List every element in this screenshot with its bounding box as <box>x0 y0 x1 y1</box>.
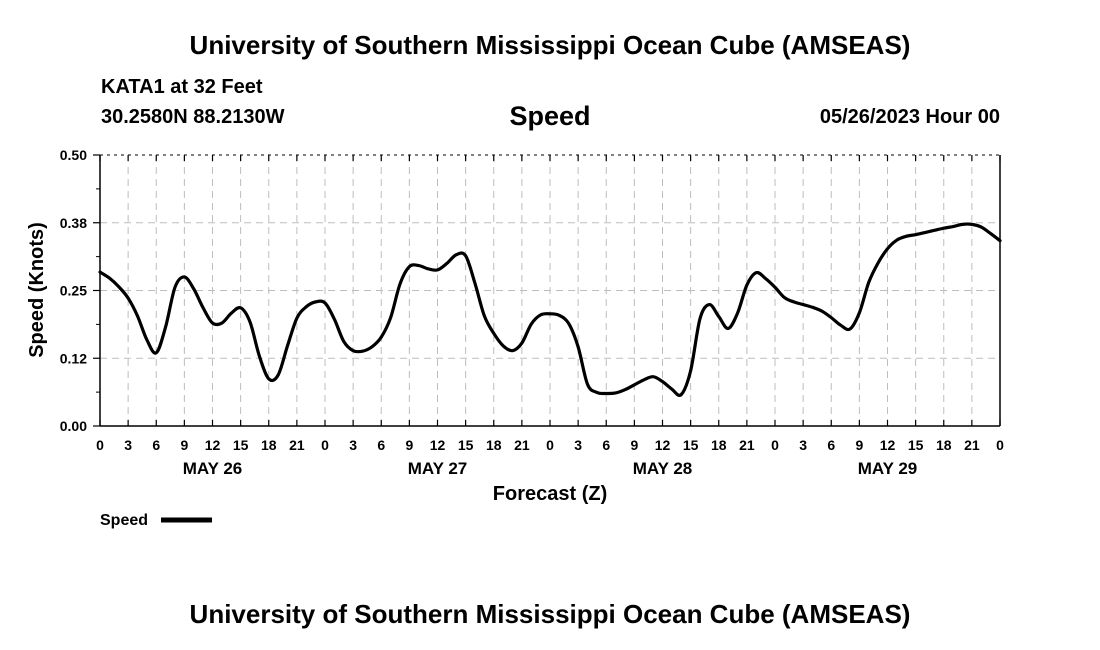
page-title: University of Southern Mississippi Ocean… <box>189 30 911 60</box>
x-tick-label: 6 <box>377 437 385 453</box>
x-tick-label: 0 <box>996 437 1004 453</box>
x-tick-label: 6 <box>827 437 835 453</box>
grid-lines <box>100 154 1000 426</box>
x-tick-label: 3 <box>349 437 357 453</box>
x-tick-label: 9 <box>630 437 638 453</box>
x-tick-label: 18 <box>936 437 952 453</box>
x-tick-label: 21 <box>739 437 755 453</box>
x-tick-label: 21 <box>289 437 305 453</box>
x-tick-label: 21 <box>514 437 530 453</box>
chart-title: Speed <box>509 101 591 131</box>
x-tick-label: 9 <box>855 437 863 453</box>
x-tick-label: 15 <box>233 437 249 453</box>
series-line-speed <box>98 222 1002 397</box>
y-tick-label: 0.00 <box>60 418 87 434</box>
x-tick-label: 21 <box>964 437 980 453</box>
y-tick-label: 0.50 <box>60 147 87 163</box>
y-tick-label: 0.38 <box>60 215 87 231</box>
footer-title: University of Southern Mississippi Ocean… <box>189 599 911 629</box>
day-label: MAY 29 <box>858 459 918 478</box>
x-tick-label: 12 <box>205 437 221 453</box>
series-layer <box>98 222 1002 397</box>
x-tick-label: 9 <box>180 437 188 453</box>
x-tick-label: 0 <box>771 437 779 453</box>
x-tick-label: 0 <box>321 437 329 453</box>
legend: Speed <box>100 512 212 529</box>
x-tick-label: 0 <box>546 437 554 453</box>
coordinates-label: 30.2580N 88.2130W <box>101 106 285 128</box>
x-tick-label: 6 <box>152 437 160 453</box>
x-tick-label: 15 <box>908 437 924 453</box>
x-tick-label: 3 <box>574 437 582 453</box>
x-tick-label: 12 <box>655 437 671 453</box>
x-tick-label: 18 <box>486 437 502 453</box>
x-tick-label: 15 <box>458 437 474 453</box>
x-tick-label: 18 <box>261 437 277 453</box>
legend-label-speed: Speed <box>100 512 148 529</box>
x-tick-label: 6 <box>602 437 610 453</box>
y-tick-label: 0.12 <box>60 350 87 366</box>
x-tick-label: 3 <box>799 437 807 453</box>
day-label: MAY 26 <box>183 459 243 478</box>
x-tick-label: 3 <box>124 437 132 453</box>
x-axis-label: Forecast (Z) <box>493 483 607 505</box>
station-label: KATA1 at 32 Feet <box>101 76 263 98</box>
x-tick-label: 12 <box>880 437 896 453</box>
x-tick-label: 0 <box>96 437 104 453</box>
axes: 0.00 0.12 0.25 0.38 0.50 0 3 6 9 12 15 18 21 0 3 6 9 12 15… <box>60 147 1004 478</box>
x-tick-label: 9 <box>405 437 413 453</box>
x-tick-label: 12 <box>430 437 446 453</box>
x-tick-label: 18 <box>711 437 727 453</box>
day-label: MAY 28 <box>633 459 693 478</box>
day-label: MAY 27 <box>408 459 468 478</box>
y-tick-label: 0.25 <box>60 283 87 299</box>
forecast-date-label: 05/26/2023 Hour 00 <box>819 106 1000 128</box>
x-tick-label: 15 <box>683 437 699 453</box>
y-axis-label: Speed (Knots) <box>26 222 48 358</box>
